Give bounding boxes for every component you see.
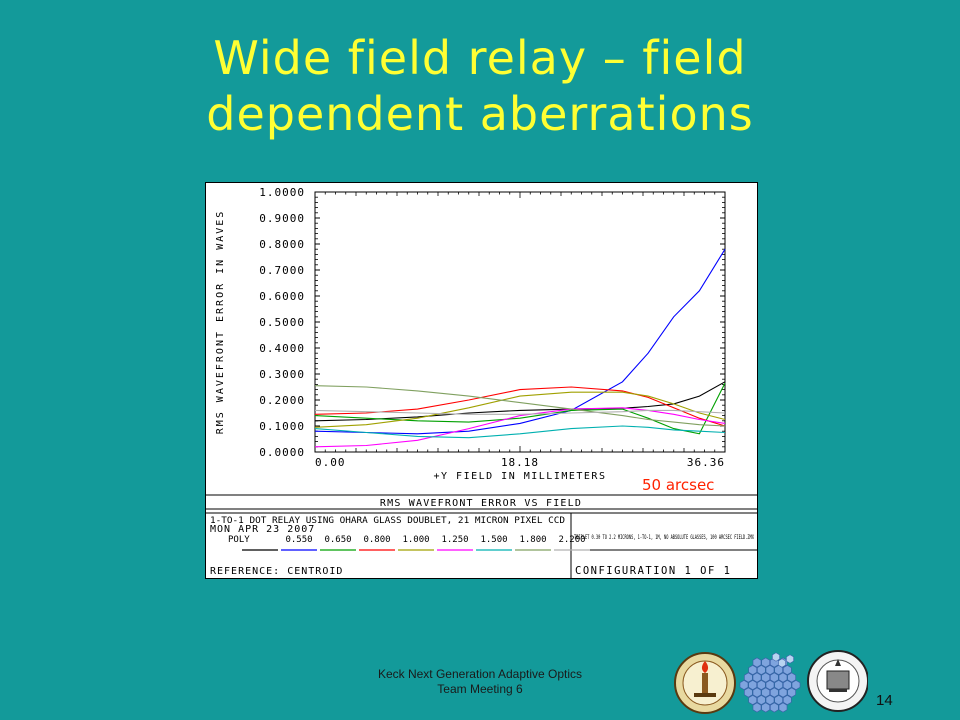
y-tick-labels: 0.0000 0.1000 0.2000 0.3000 0.4000 0.5000 0.60… (259, 186, 305, 459)
legend-wavelengths: 0.550 0.650 0.800 1.000 1.250 1.500 1.800 2.200 (285, 535, 585, 545)
series-line-1_800 (314, 385, 726, 427)
y-tick-marks (315, 191, 725, 453)
footer-line-2: Team Meeting 6 (437, 682, 523, 696)
y-tick-label: 0.7000 (259, 264, 305, 277)
x-tick-label: 0.00 (315, 456, 346, 469)
logos (672, 645, 868, 715)
plot-note: TRIPLET 0.30 TO 2.2 MICRONS, 1-TO-1, 1M,… (574, 534, 754, 541)
legend-label: 1.800 (519, 535, 546, 545)
y-tick-label: 0.3000 (259, 368, 305, 381)
y-tick-label: 0.5000 (259, 316, 305, 329)
y-tick-label: 1.0000 (259, 186, 305, 199)
y-tick-label: 0.8000 (259, 238, 305, 251)
y-tick-label: 0.0000 (259, 446, 305, 459)
plot-configuration: CONFIGURATION 1 OF 1 (575, 565, 731, 577)
caltech-seal-icon (674, 652, 736, 714)
legend-label: 0.650 (324, 535, 351, 545)
page-number: 14 (876, 692, 893, 709)
plot-reference: REFERENCE: CENTROID (210, 566, 343, 577)
legend-label: 2.200 (558, 535, 585, 545)
legend-label: 1.500 (480, 535, 507, 545)
plot-description: 1-TO-1 DOT RELAY USING OHARA GLASS DOUBL… (210, 516, 565, 526)
plot-date: MON APR 23 2007 (210, 524, 315, 535)
y-tick-label: 0.6000 (259, 290, 305, 303)
x-tick-marks (314, 192, 726, 452)
footer: Keck Next Generation Adaptive Optics Tea… (300, 667, 660, 697)
y-tick-label: 0.4000 (259, 342, 305, 355)
legend-label: 0.800 (363, 535, 390, 545)
y-tick-label: 0.1000 (259, 420, 305, 433)
legend-label: 1.000 (402, 535, 429, 545)
keck-mirror-segments-icon (739, 652, 801, 713)
footer-line-1: Keck Next Generation Adaptive Optics (377, 667, 583, 681)
plot-figure: 0.0000 0.1000 0.2000 0.3000 0.4000 0.5000 0.60… (205, 182, 758, 579)
series-line-2_200 (314, 409, 726, 415)
slide-title: Wide field relay – field dependent aberr… (0, 30, 960, 142)
y-tick-label: 0.2000 (259, 394, 305, 407)
series-lines (314, 248, 726, 448)
zemax-plot: 0.0000 0.1000 0.2000 0.3000 0.4000 0.5000 0.60… (205, 182, 758, 579)
title-line-1: Wide field relay – field (213, 31, 747, 85)
x-tick-label: 18.18 (501, 456, 539, 469)
uc-seal-icon (807, 650, 868, 712)
series-line-1_500 (314, 425, 726, 439)
legend-label: 1.250 (441, 535, 468, 545)
title-line-2: dependent aberrations (206, 87, 754, 141)
y-axis-label: RMS WAVEFRONT ERROR IN WAVES (215, 210, 226, 435)
series-line-1_000 (314, 391, 726, 428)
field-annotation: 50 arcsec (642, 476, 714, 494)
x-tick-label: 36.36 (687, 456, 725, 469)
x-tick-labels: 0.00 18.18 36.36 (315, 456, 725, 469)
panel-title: RMS WAVEFRONT ERROR VS FIELD (380, 498, 582, 509)
legend-poly-label: POLY (228, 535, 250, 545)
y-tick-label: 0.9000 (259, 212, 305, 225)
legend-label: 0.550 (285, 535, 312, 545)
x-axis-label: +Y FIELD IN MILLIMETERS (434, 471, 607, 482)
